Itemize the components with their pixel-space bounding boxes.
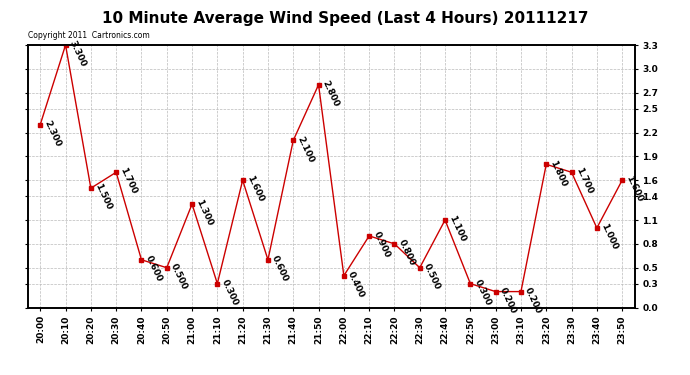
Text: 3.300: 3.300	[68, 39, 88, 69]
Text: 2.100: 2.100	[295, 135, 315, 164]
Text: 0.400: 0.400	[346, 270, 366, 299]
Text: 0.900: 0.900	[371, 230, 391, 260]
Text: 1.600: 1.600	[624, 174, 644, 204]
Text: 1.500: 1.500	[93, 183, 113, 212]
Text: 0.200: 0.200	[498, 286, 518, 315]
Text: 10 Minute Average Wind Speed (Last 4 Hours) 20111217: 10 Minute Average Wind Speed (Last 4 Hou…	[101, 11, 589, 26]
Text: 0.300: 0.300	[219, 278, 239, 307]
Text: 1.000: 1.000	[599, 222, 619, 251]
Text: 0.200: 0.200	[523, 286, 543, 315]
Text: 0.500: 0.500	[422, 262, 442, 291]
Text: 1.100: 1.100	[447, 214, 467, 243]
Text: 0.600: 0.600	[144, 254, 164, 283]
Text: 0.500: 0.500	[169, 262, 189, 291]
Text: 0.300: 0.300	[473, 278, 493, 307]
Text: 2.800: 2.800	[321, 79, 341, 108]
Text: 1.300: 1.300	[195, 198, 215, 228]
Text: 1.600: 1.600	[245, 174, 265, 204]
Text: 1.800: 1.800	[549, 159, 569, 188]
Text: 1.700: 1.700	[574, 166, 594, 196]
Text: 2.300: 2.300	[43, 119, 63, 148]
Text: 0.800: 0.800	[397, 238, 417, 267]
Text: Copyright 2011  Cartronics.com: Copyright 2011 Cartronics.com	[28, 31, 149, 40]
Text: 1.700: 1.700	[119, 166, 139, 196]
Text: 0.600: 0.600	[270, 254, 290, 283]
